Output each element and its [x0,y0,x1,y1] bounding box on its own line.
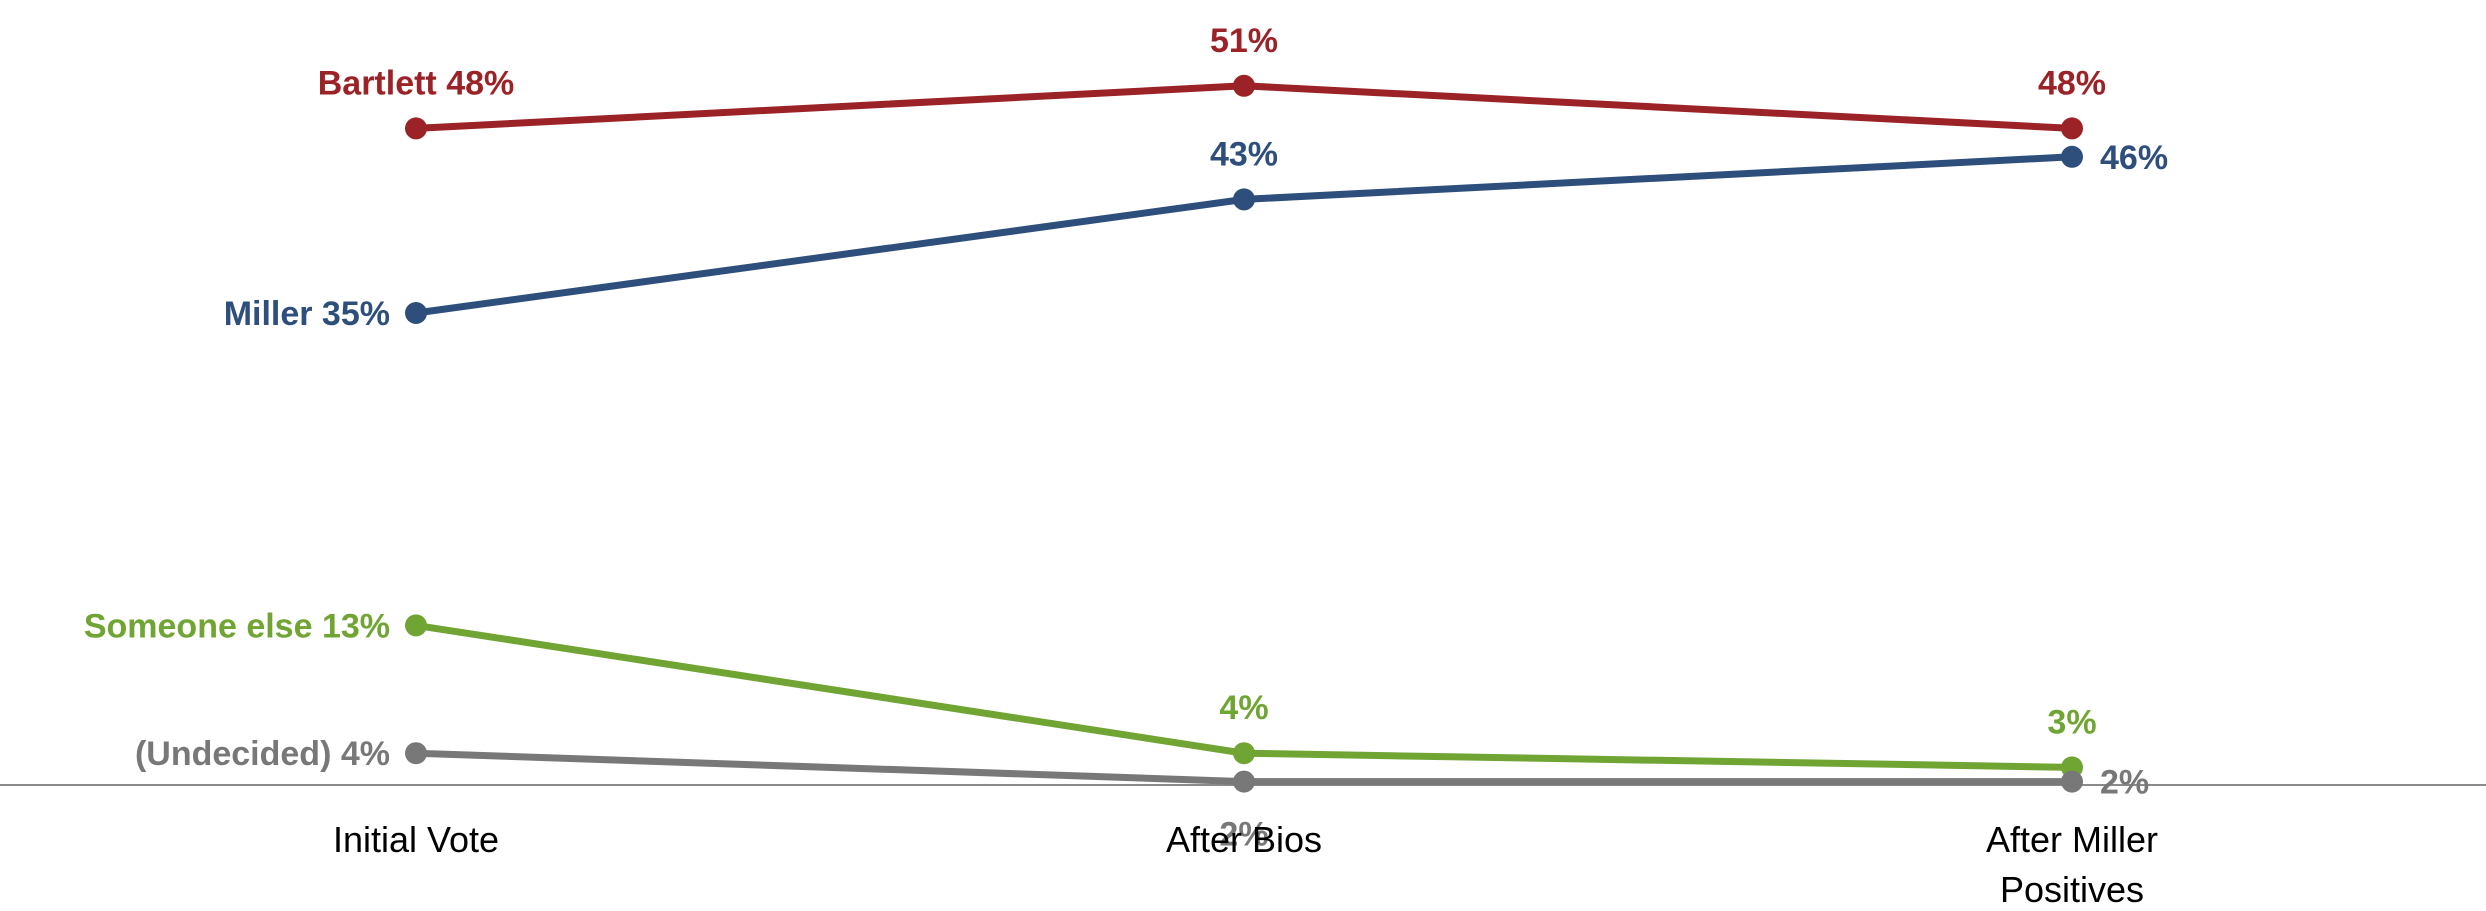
undecided-point-3 [2061,770,2083,793]
undecided-point-1 [405,742,427,765]
x-tick-label-3: After Miller Positives [1986,819,2158,910]
someone-else-data-label-3: 3% [2047,703,2096,741]
bartlett-data-label-3: 48% [2038,64,2106,102]
x-tick-label-2: After Bios [1166,819,1322,860]
miller-data-label-1: Miller 35% [224,295,390,333]
someone-else-point-2 [1233,742,1255,765]
miller-series-line [415,153,2073,317]
miller-point-1 [405,302,427,324]
someone-else-data-label-2: 4% [1219,689,1268,727]
miller-point-3 [2061,145,2083,168]
miller-data-label-2: 43% [1210,135,1278,173]
bartlett-point-2 [1233,74,1255,97]
someone-else-data-label-1: Someone else 13% [84,607,390,645]
bartlett-point-3 [2061,117,2083,140]
x-tick-label-1: Initial Vote [333,819,499,860]
undecided-data-label-2: 2% [1219,816,1268,854]
undecided-point-2 [1233,770,1255,793]
miller-data-label-3: 46% [2100,139,2168,177]
bartlett-point-1 [405,117,427,140]
undecided-data-label-1: (Undecided) 4% [135,735,390,773]
bartlett-data-label-1: Bartlett 48% [318,64,515,102]
someone-else-point-1 [405,614,427,637]
bartlett-data-label-2: 51% [1210,22,1278,60]
miller-point-2 [1233,188,1255,211]
undecided-data-label-3: 2% [2100,764,2149,802]
